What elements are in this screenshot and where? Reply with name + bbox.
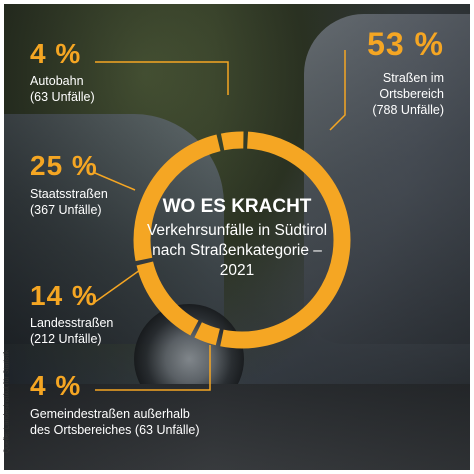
label-autobahn-count: (63 Unfälle)	[30, 90, 95, 104]
segment-landesstrassen	[136, 261, 199, 336]
chart-center-text: WO ES KRACHT Verkehrsunfälle in Südtirol…	[130, 196, 344, 281]
leader-gemeinde	[95, 345, 211, 391]
road-surface	[4, 384, 470, 470]
label-landes-name: Landesstraßen	[30, 316, 114, 330]
segment-autobahn	[220, 131, 244, 151]
leader-orts	[329, 50, 346, 131]
leader-staat	[94, 172, 136, 191]
chart-title: WO ES KRACHT	[162, 196, 312, 217]
label-orts-line1: Straßen im	[382, 71, 444, 85]
label-orts-percent: 53 %	[367, 26, 444, 62]
chart-subtitle-line-2: nach Straßenkategorie –	[152, 242, 322, 259]
source-note: Quelle: Landesinstitut für Statistik	[3, 349, 11, 454]
segment-gemeindestrassen	[194, 322, 221, 346]
label-staat-count: (367 Unfälle)	[30, 203, 102, 217]
leader-landes	[94, 269, 141, 303]
label-orts-count: (788 Unfälle)	[372, 103, 444, 117]
leader-autobahn	[95, 61, 229, 95]
label-gemeinde-count: des Ortsbereiches (63 Unfälle)	[30, 423, 200, 437]
label-staat-name: Staatsstraßen	[30, 187, 108, 201]
label-staat-percent: 25 %	[30, 150, 98, 181]
label-autobahn-percent: 4 %	[30, 38, 82, 69]
chart-subtitle-line-3: 2021	[219, 262, 255, 279]
segment-ortsbereich	[220, 131, 351, 349]
label-gemeinde-percent: 4 %	[30, 370, 82, 401]
label-gemeinde-name: Gemeindestraßen außerhalb	[30, 407, 190, 421]
photo-shade	[4, 4, 470, 470]
chart-subtitle-line-1: Verkehrsunfälle in Südtirol	[146, 222, 328, 239]
segment-staatsstrassen	[133, 134, 221, 262]
label-orts-line2: Ortsbereich	[379, 87, 444, 101]
label-landes-percent: 14 %	[30, 280, 98, 311]
label-landes-count: (212 Unfälle)	[30, 332, 102, 346]
label-autobahn-name: Autobahn	[30, 74, 84, 88]
